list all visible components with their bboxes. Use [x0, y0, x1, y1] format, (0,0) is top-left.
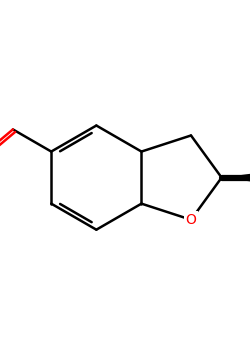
Text: O: O [186, 213, 196, 227]
Polygon shape [222, 172, 250, 184]
